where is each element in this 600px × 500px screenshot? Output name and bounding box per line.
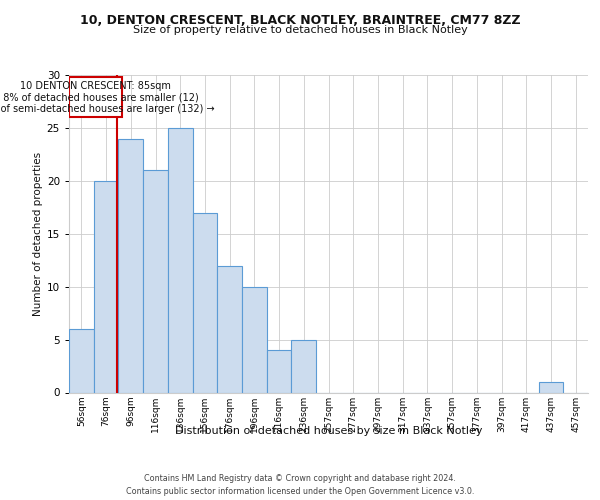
Text: 10 DENTON CRESCENT: 85sqm: 10 DENTON CRESCENT: 85sqm [20, 81, 171, 91]
Bar [217, 266, 242, 392]
Bar [143, 170, 168, 392]
Bar [242, 286, 267, 393]
Bar [69, 329, 94, 392]
Bar [267, 350, 292, 393]
Bar [168, 128, 193, 392]
Bar [69, 76, 122, 118]
Text: 92% of semi-detached houses are larger (132) →: 92% of semi-detached houses are larger (… [0, 104, 215, 114]
Text: ← 8% of detached houses are smaller (12): ← 8% of detached houses are smaller (12) [0, 92, 199, 102]
Bar [193, 212, 217, 392]
Text: Size of property relative to detached houses in Black Notley: Size of property relative to detached ho… [133, 25, 467, 35]
Text: Distribution of detached houses by size in Black Notley: Distribution of detached houses by size … [175, 426, 482, 436]
Bar [292, 340, 316, 392]
Bar [94, 181, 118, 392]
Text: Contains HM Land Registry data © Crown copyright and database right 2024.
Contai: Contains HM Land Registry data © Crown c… [126, 474, 474, 496]
Y-axis label: Number of detached properties: Number of detached properties [32, 152, 43, 316]
Text: 10, DENTON CRESCENT, BLACK NOTLEY, BRAINTREE, CM77 8ZZ: 10, DENTON CRESCENT, BLACK NOTLEY, BRAIN… [80, 14, 520, 27]
Bar [118, 138, 143, 392]
Bar [539, 382, 563, 392]
